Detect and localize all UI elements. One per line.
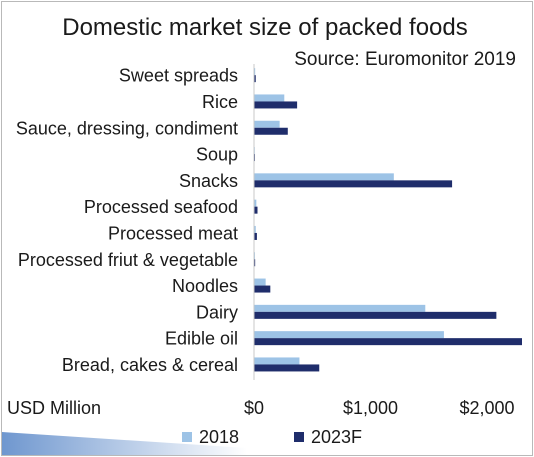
legend-swatch-2023f [294, 432, 304, 442]
category-label-sauce-dressing-condiment: Sauce, dressing, condiment [16, 118, 238, 138]
bar-2023f-noodles [254, 285, 271, 293]
bar-2018-snacks [254, 173, 394, 181]
bar-2018-sweet-spreads [254, 68, 256, 76]
x-tick-label: $0 [244, 398, 264, 418]
bar-2018-dairy [254, 304, 426, 312]
category-label-dairy: Dairy [196, 302, 238, 322]
legend-label-2018: 2018 [199, 427, 239, 447]
bar-2018-processed-seafood [254, 199, 257, 207]
bar-2018-sauce-dressing-condiment [254, 120, 280, 128]
category-label-sweet-spreads: Sweet spreads [119, 66, 238, 86]
bar-2023f-sweet-spreads [254, 75, 256, 83]
bar-2023f-edible-oil [254, 338, 522, 346]
category-label-processed-seafood: Processed seafood [84, 197, 238, 217]
category-label-bread-cakes-cereal: Bread, cakes & cereal [62, 355, 238, 375]
bar-2023f-bread-cakes-cereal [254, 364, 320, 372]
bar-2018-edible-oil [254, 331, 444, 339]
category-label-processed-meat: Processed meat [108, 223, 238, 243]
decorative-wedge [2, 432, 247, 455]
bar-2023f-processed-meat [254, 232, 257, 240]
x-tick-label: $2,000 [460, 398, 515, 418]
bar-2023f-sauce-dressing-condiment [254, 127, 288, 135]
bar-2023f-processed-seafood [254, 206, 258, 214]
x-tick-label: $1,000 [343, 398, 398, 418]
legend-label-2023f: 2023F [311, 427, 362, 447]
bar-2018-bread-cakes-cereal [254, 357, 300, 365]
category-label-snacks: Snacks [179, 171, 238, 191]
category-label-rice: Rice [202, 92, 238, 112]
bar-2023f-rice [254, 101, 298, 109]
category-label-processed-friut-vegetable: Processed friut & vegetable [18, 250, 238, 270]
chart-title: Domestic market size of packed foods [62, 14, 468, 41]
chart-source: Source: Euromonitor 2019 [294, 49, 516, 70]
category-label-edible-oil: Edible oil [165, 329, 238, 349]
x-axis-label: USD Million [7, 398, 101, 418]
bar-2018-rice [254, 94, 285, 102]
category-label-noodles: Noodles [172, 276, 238, 296]
bar-2023f-dairy [254, 311, 497, 319]
category-label-soup: Soup [196, 145, 238, 165]
legend-swatch-2018 [182, 432, 192, 442]
bar-2023f-processed-friut-vegetable [254, 259, 256, 267]
bar-2023f-snacks [254, 180, 453, 188]
bar-2018-processed-meat [254, 225, 256, 233]
bar-2018-noodles [254, 278, 266, 286]
